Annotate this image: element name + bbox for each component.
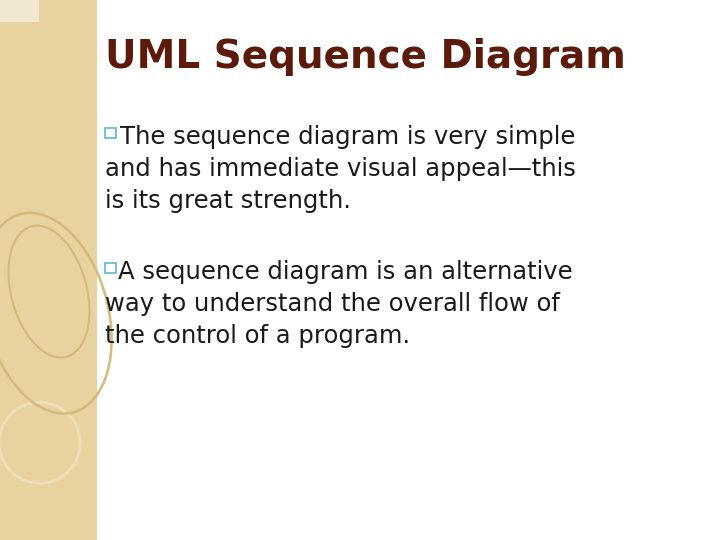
Bar bbox=[0, 0, 97, 540]
Text: way to understand the overall flow of: way to understand the overall flow of bbox=[105, 292, 560, 316]
Text: A sequence diagram is an alternative: A sequence diagram is an alternative bbox=[117, 260, 572, 284]
Bar bbox=[105, 262, 115, 273]
Text: the control of a program.: the control of a program. bbox=[105, 324, 410, 348]
Text: UML Sequence Diagram: UML Sequence Diagram bbox=[105, 38, 626, 76]
Text: The sequence diagram is very simple: The sequence diagram is very simple bbox=[120, 125, 575, 149]
Text: is its great strength.: is its great strength. bbox=[105, 189, 351, 213]
Bar bbox=[0, 0, 39, 22]
Bar bbox=[105, 127, 115, 138]
Text: and has immediate visual appeal—this: and has immediate visual appeal—this bbox=[105, 157, 576, 181]
